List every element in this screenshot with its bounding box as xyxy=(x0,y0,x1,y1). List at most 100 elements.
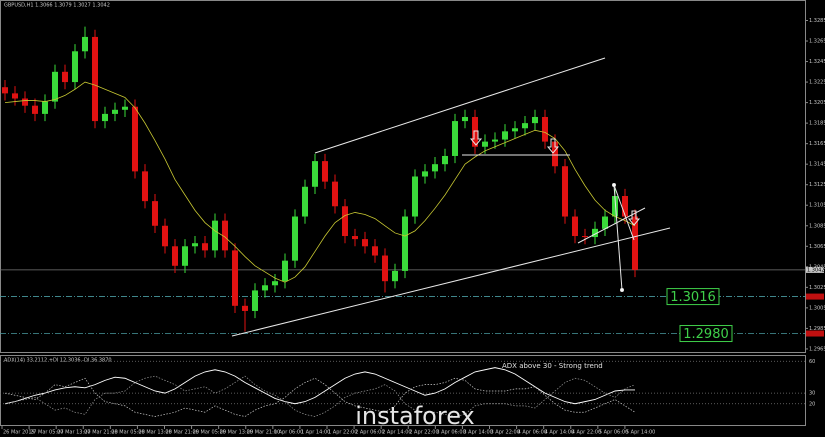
candle-body xyxy=(582,236,588,238)
y-tick-label: 1.3145 xyxy=(809,162,825,168)
level-tag xyxy=(806,293,824,300)
x-tick-label: 3 Apr 14:00 xyxy=(463,430,492,436)
y-tick-label: 1.3185 xyxy=(809,121,825,127)
candle-body xyxy=(152,201,158,226)
y-tick-label: 1.2965 xyxy=(809,346,825,352)
trend-drawings xyxy=(231,57,671,337)
arrow xyxy=(546,138,560,154)
arrow xyxy=(627,210,641,226)
chart-title: GBPUSD,H1 1.3066 1.3079 1.3027 1.3042 xyxy=(4,3,110,9)
candle-body xyxy=(202,243,208,251)
x-tick-label: 1 Apr 06:00 xyxy=(274,430,303,436)
point xyxy=(612,183,616,187)
candle-body xyxy=(62,71,68,83)
watermark: instaforex xyxy=(355,402,475,430)
candle-body xyxy=(262,285,268,291)
candle-body xyxy=(602,216,608,229)
x-tick-label: 2 Apr 14:00 xyxy=(382,430,411,436)
candle-body xyxy=(562,166,568,217)
x-tick-label: 27 Mar 05:00 xyxy=(30,430,63,436)
candle-body xyxy=(392,270,398,282)
candle-body xyxy=(362,239,368,247)
level-label: 1.3016 xyxy=(670,290,716,305)
y-tick-label: 1.3005 xyxy=(809,305,825,311)
candle-body xyxy=(22,98,28,106)
y-tick-label: 1.3285 xyxy=(809,18,825,24)
candle-body xyxy=(502,131,508,140)
x-tick-label: 3 Apr 22:00 xyxy=(491,430,520,436)
y-tick-label: 1.3205 xyxy=(809,100,825,106)
candle-body xyxy=(332,181,338,207)
candle-body xyxy=(42,101,48,114)
candle-body xyxy=(32,105,38,114)
y-tick-label: 30 xyxy=(809,391,815,397)
candle-body xyxy=(442,155,448,165)
candle-body xyxy=(382,255,388,282)
y-tick-label: 1.3225 xyxy=(809,80,825,86)
candle-body xyxy=(212,220,218,251)
y-tick-label: 1.3165 xyxy=(809,141,825,147)
level-box xyxy=(666,288,720,306)
channel-upper xyxy=(314,57,606,154)
candle-body xyxy=(542,116,548,142)
candle-body xyxy=(92,36,98,122)
candle-body xyxy=(572,216,578,237)
x-tick-label: 1 Apr 22:00 xyxy=(328,430,357,436)
candle-body xyxy=(512,128,518,132)
candle-body xyxy=(122,106,128,110)
candle-body xyxy=(312,161,318,187)
candle-body xyxy=(12,93,18,99)
x-tick-label: 4 Apr 14:00 xyxy=(545,430,574,436)
candle-body xyxy=(422,171,428,177)
candle-body xyxy=(172,246,178,266)
last-price-label: 1.3042 xyxy=(807,267,825,273)
x-tick-label: 29 Mar 13:00 xyxy=(220,430,253,436)
last-price-box xyxy=(806,266,824,273)
candle-body xyxy=(612,196,618,217)
level-tag xyxy=(806,330,824,337)
candle-body xyxy=(342,206,348,237)
level-box xyxy=(679,325,733,343)
x-tick-label: 1 Apr 14:00 xyxy=(301,430,330,436)
arrow xyxy=(469,130,483,146)
candle-body xyxy=(622,196,628,217)
candle-body xyxy=(112,109,118,114)
x-tick-label: 5 Apr 06:00 xyxy=(599,430,628,436)
channel-lower xyxy=(231,227,671,337)
level-label: 1.2980 xyxy=(683,327,729,342)
candle-body xyxy=(232,250,238,306)
indicator-line xyxy=(4,375,636,417)
indicator-line xyxy=(4,367,635,405)
point xyxy=(620,288,624,292)
candle-body xyxy=(632,216,638,270)
candle-body xyxy=(292,216,298,261)
y-tick-label: 1.3125 xyxy=(809,182,825,188)
candle-body xyxy=(182,246,188,266)
candle-body xyxy=(532,116,538,124)
candle-body xyxy=(522,123,528,129)
y-tick-label: 1.3085 xyxy=(809,223,825,229)
candle-body xyxy=(132,106,138,172)
candle-body xyxy=(242,305,248,311)
x-tick-label: 27 Mar 13:00 xyxy=(57,430,90,436)
candle-body xyxy=(222,220,228,251)
x-tick-label: 3 Apr 06:00 xyxy=(436,430,465,436)
x-tick-label: 2 Apr 06:00 xyxy=(355,430,384,436)
candle-body xyxy=(552,141,558,167)
candle-body xyxy=(272,281,278,286)
projection-2 xyxy=(613,184,635,241)
x-tick-label: 27 Mar 21:00 xyxy=(84,430,117,436)
candle-body xyxy=(82,36,88,52)
x-tick-label: 2 Apr 22:00 xyxy=(409,430,438,436)
main-pane xyxy=(0,0,806,353)
candle-body xyxy=(482,141,488,147)
candle-body xyxy=(412,176,418,217)
candle-body xyxy=(2,87,8,94)
x-tick-label: 28 Mar 05:00 xyxy=(111,430,144,436)
candle-body xyxy=(492,139,498,142)
x-tick-label: 4 Apr 22:00 xyxy=(572,430,601,436)
wedge-upper xyxy=(577,207,646,244)
x-tick-label: 5 Apr 14:00 xyxy=(626,430,655,436)
